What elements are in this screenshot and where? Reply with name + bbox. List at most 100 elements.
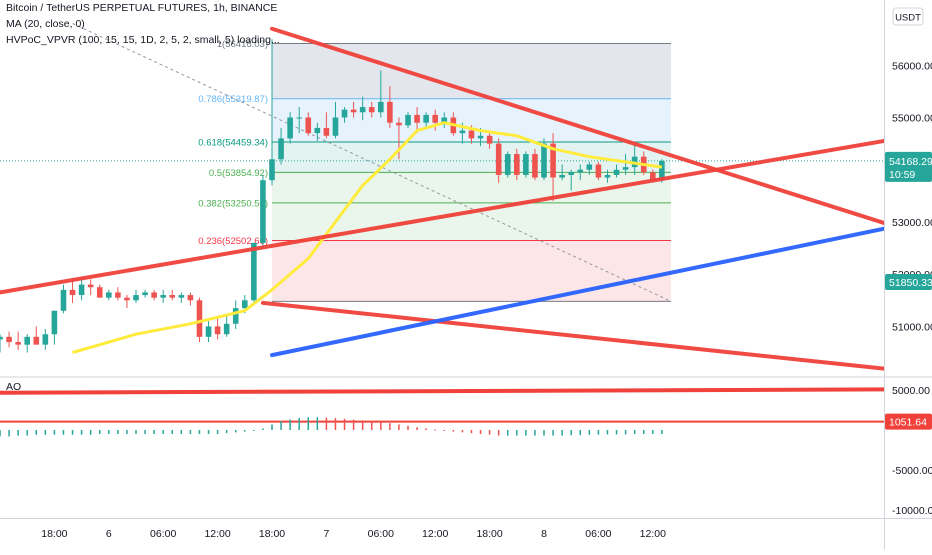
main-pane: 1(56416.03) 0.786(55319.87) 0.618(54459.34… — [0, 23, 884, 371]
candle-body — [541, 143, 547, 178]
candle-body — [287, 117, 293, 139]
ao-bar — [35, 430, 38, 435]
ao-tick-label: -10000.00 — [892, 505, 932, 517]
candle-body — [242, 300, 248, 309]
candle-body — [441, 117, 448, 123]
ao-bar — [506, 430, 509, 436]
candle-body — [341, 109, 348, 118]
fib-level-label: 0.5(53854.92) — [209, 168, 268, 179]
candle-body — [251, 242, 257, 301]
candle-body — [350, 109, 357, 113]
candle-body — [514, 154, 520, 175]
ao-bar — [624, 430, 627, 435]
price-tick-label: 51000.00 — [892, 321, 932, 333]
time-tick-label: 7 — [323, 528, 329, 540]
currency-button[interactable] — [892, 7, 924, 26]
ao-bar — [588, 430, 591, 435]
ao-bar — [126, 430, 128, 434]
candle-body — [151, 292, 157, 298]
ao-bar — [244, 430, 246, 432]
ao-bar — [325, 417, 328, 430]
candle-body — [314, 127, 321, 134]
ao-bar — [543, 430, 545, 436]
currency-button-label: USDT — [895, 13, 921, 24]
ao-bar — [352, 419, 355, 430]
fib-level-label: 0.618(54459.34) — [198, 138, 268, 149]
trendline-blue-3 — [270, 226, 884, 358]
candle-body — [196, 300, 203, 337]
ao-bar — [234, 430, 237, 433]
ao-tick-label: -5000.00 — [892, 465, 932, 477]
time-tick-label: 06:00 — [150, 528, 176, 540]
candle-body — [78, 284, 85, 296]
ao-bar — [633, 430, 636, 434]
ao-bar — [17, 430, 19, 436]
candle-body — [523, 154, 529, 175]
ao-bar — [642, 430, 645, 434]
price-tick-label: 55000.00 — [892, 113, 932, 125]
candle-body — [178, 295, 185, 298]
fib-zone — [272, 43, 671, 99]
ao-bar — [606, 430, 609, 435]
ao-bar — [225, 430, 228, 434]
ao-bar — [216, 430, 219, 434]
ao-bar — [443, 430, 446, 431]
ao-bar — [361, 420, 364, 430]
ao-bar — [488, 430, 491, 435]
candle-body — [60, 289, 67, 311]
candle-body — [595, 164, 602, 178]
ao-bar — [452, 430, 455, 432]
trendline-red-2 — [260, 300, 884, 371]
fib-zone — [272, 240, 671, 302]
candle-body — [577, 169, 584, 173]
time-tick-label: 06:00 — [368, 528, 394, 540]
candle-body — [504, 154, 511, 175]
ao-bar — [289, 419, 291, 430]
candle-body — [33, 336, 40, 345]
ao-bar — [479, 430, 482, 434]
ma-legend[interactable]: MA (20, close, 0) — [6, 18, 85, 30]
fib-level-label: 0.786(55319.87) — [198, 94, 268, 105]
candle-body — [6, 336, 12, 343]
candle-body — [223, 323, 230, 335]
current-price-badge — [885, 151, 932, 182]
ao-tick-label: 5000.00 — [892, 385, 930, 397]
candle-body — [205, 326, 212, 337]
ao-bar — [561, 430, 563, 436]
candle-body — [396, 122, 402, 126]
candle-body — [0, 336, 3, 340]
candle-body — [432, 114, 438, 123]
candle-body — [115, 292, 121, 298]
ao-bar — [135, 430, 137, 434]
candle-body — [169, 295, 176, 298]
ao-pane — [0, 387, 884, 437]
hvpoc-legend[interactable]: HVPoC_VPVR (100, 15, 15, 1D, 2, 5, 2, sm… — [6, 34, 280, 46]
ao-bar — [53, 430, 56, 435]
ao-bar — [71, 430, 74, 435]
candle-body — [296, 117, 302, 119]
ao-bar — [89, 430, 92, 435]
candle-body — [142, 292, 148, 296]
candle-body — [532, 154, 538, 178]
time-tick-label: 12:00 — [204, 528, 230, 540]
candle-body — [650, 172, 656, 181]
ao-bar — [461, 430, 464, 433]
candle-body — [214, 326, 221, 335]
countdown-label: 10:59 — [889, 169, 915, 181]
ao-bar — [579, 430, 582, 436]
candle-body — [305, 117, 312, 134]
trendline-red-0 — [0, 139, 884, 295]
candle-body — [87, 284, 94, 288]
candle-body — [568, 172, 574, 175]
time-tick-label: 12:00 — [422, 528, 448, 540]
ao-bar — [253, 430, 255, 431]
symbol-legend[interactable]: Bitcoin / TetherUS PERPETUAL FUTURES, 1h… — [6, 2, 278, 14]
candle-body — [604, 174, 611, 178]
ao-bar — [271, 424, 273, 430]
ao-bar — [26, 430, 28, 436]
ao-bar — [307, 417, 310, 430]
ao-legend[interactable]: AO — [6, 381, 22, 393]
ao-bar — [370, 421, 373, 430]
